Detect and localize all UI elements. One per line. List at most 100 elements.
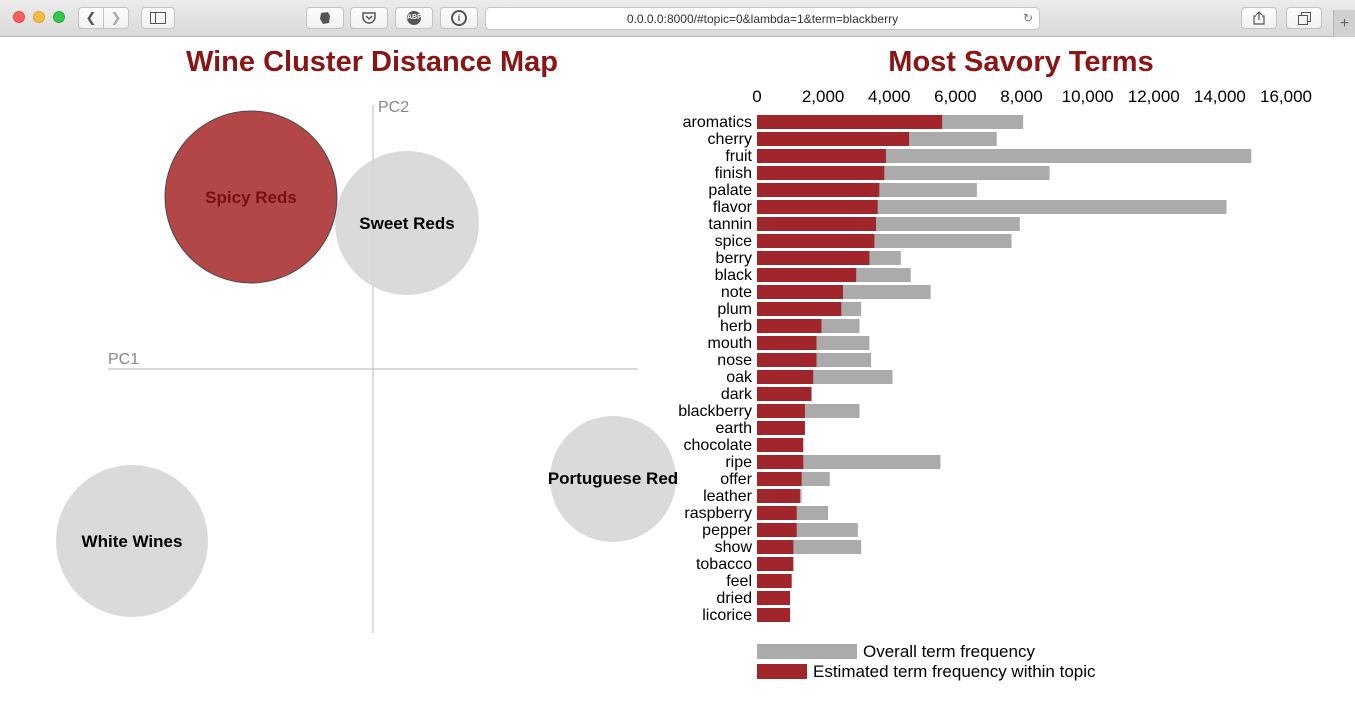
term-label[interactable]: black: [715, 267, 753, 284]
cluster-map-title: Wine Cluster Distance Map: [186, 46, 558, 78]
topic-frequency-bar[interactable]: [757, 200, 878, 214]
term-labels: aromaticscherryfruitfinishpalateflavorta…: [678, 114, 753, 624]
topic-frequency-bar[interactable]: [757, 319, 822, 333]
chevron-left-icon: ❮: [85, 10, 97, 25]
term-label[interactable]: oak: [726, 369, 753, 386]
reload-icon[interactable]: ↻: [1022, 11, 1033, 25]
topic-frequency-bar[interactable]: [757, 506, 797, 520]
cluster-bubble-white-wines[interactable]: White Wines: [56, 465, 208, 617]
cluster-bubble-portuguese-red[interactable]: Portuguese Red: [548, 416, 678, 542]
pocket-button[interactable]: [350, 7, 388, 29]
term-label[interactable]: plum: [717, 301, 752, 318]
topic-frequency-bar[interactable]: [757, 523, 797, 537]
topic-frequency-bar[interactable]: [757, 115, 943, 129]
topic-frequency-bar[interactable]: [757, 183, 880, 197]
term-label[interactable]: pepper: [702, 522, 752, 539]
x-tick-label: 4,000: [868, 87, 911, 106]
topic-frequency-bar[interactable]: [757, 234, 875, 248]
topic-frequency-bar[interactable]: [757, 149, 886, 163]
adblock-icon: ABP: [407, 11, 422, 25]
browser-toolbar: ❮ ❯ ABP i 0.0.0.0:8000/#topic=0&lambda=1…: [0, 0, 1355, 37]
term-label[interactable]: leather: [703, 488, 753, 505]
address-bar[interactable]: 0.0.0.0:8000/#topic=0&lambda=1&term=blac…: [485, 7, 1040, 30]
show-tabs-button[interactable]: [1286, 7, 1322, 29]
term-label[interactable]: mouth: [708, 335, 752, 352]
topic-frequency-bar[interactable]: [757, 404, 805, 418]
close-window-button[interactable]: [13, 11, 25, 23]
term-label[interactable]: palate: [708, 182, 752, 199]
term-label[interactable]: feel: [726, 573, 752, 590]
topic-frequency-bar[interactable]: [757, 302, 842, 316]
topic-frequency-bar[interactable]: [757, 217, 877, 231]
topic-frequency-bar[interactable]: [757, 268, 857, 282]
topic-frequency-bar[interactable]: [757, 489, 800, 503]
zoom-window-button[interactable]: [53, 11, 65, 23]
minimize-window-button[interactable]: [33, 11, 45, 23]
term-label[interactable]: offer: [720, 471, 752, 488]
legend-label-topic: Estimated term frequency within topic: [813, 662, 1096, 681]
evernote-button[interactable]: [306, 7, 344, 29]
cluster-bubble-sweet-reds[interactable]: Sweet Reds: [335, 151, 479, 295]
term-label[interactable]: nose: [717, 352, 752, 369]
term-label[interactable]: tobacco: [696, 556, 752, 573]
sidebar-button[interactable]: [141, 7, 175, 29]
term-label[interactable]: herb: [720, 318, 752, 335]
term-label[interactable]: spice: [715, 233, 752, 250]
topic-frequency-bar[interactable]: [757, 557, 794, 571]
term-label[interactable]: fruit: [725, 148, 752, 165]
term-label[interactable]: chocolate: [684, 437, 753, 454]
topic-frequency-bar[interactable]: [757, 353, 817, 367]
topic-frequency-bar[interactable]: [757, 387, 812, 401]
cluster-circle[interactable]: [550, 416, 676, 542]
topic-frequency-bar[interactable]: [757, 608, 791, 622]
topic-frequency-bar[interactable]: [757, 166, 885, 180]
share-button[interactable]: [1241, 7, 1277, 29]
term-label[interactable]: show: [715, 539, 753, 556]
cluster-bubble-spicy-reds[interactable]: Spicy Reds: [164, 110, 338, 284]
term-label[interactable]: berry: [716, 250, 752, 267]
term-label[interactable]: tannin: [708, 216, 752, 233]
topic-frequency-bar[interactable]: [757, 251, 870, 265]
term-label[interactable]: earth: [716, 420, 752, 437]
cluster-label: Spicy Reds: [205, 188, 297, 207]
cluster-circle[interactable]: [335, 151, 479, 295]
term-label[interactable]: ripe: [725, 454, 752, 471]
cluster-circle[interactable]: [56, 465, 208, 617]
topic-frequency-bar[interactable]: [757, 336, 817, 350]
term-label[interactable]: blackberry: [678, 403, 752, 420]
pc1-axis-label: PC1: [108, 351, 139, 368]
topic-frequency-bar[interactable]: [757, 421, 805, 435]
term-label[interactable]: licorice: [702, 607, 752, 624]
topic-frequency-bar[interactable]: [757, 540, 794, 554]
topic-frequency-bar[interactable]: [757, 132, 910, 146]
pocket-icon: [362, 12, 376, 24]
topic-frequency-bar[interactable]: [757, 472, 802, 486]
term-label[interactable]: finish: [715, 165, 752, 182]
cluster-circle[interactable]: [164, 110, 338, 284]
topic-frequency-bar[interactable]: [757, 370, 814, 384]
topic-frequency-bar[interactable]: [757, 285, 843, 299]
term-label[interactable]: dark: [721, 386, 753, 403]
info-button[interactable]: i: [440, 7, 478, 29]
term-label[interactable]: cherry: [708, 131, 752, 148]
topic-frequency-bar[interactable]: [757, 574, 792, 588]
topic-frequency-bar[interactable]: [757, 455, 804, 469]
term-label[interactable]: flavor: [713, 199, 753, 216]
adblock-button[interactable]: ABP: [395, 7, 433, 29]
topic-frequency-bar[interactable]: [757, 591, 791, 605]
term-label[interactable]: note: [721, 284, 752, 301]
x-tick-label: 0: [752, 87, 761, 106]
term-label[interactable]: raspberry: [684, 505, 752, 522]
plus-icon: +: [1339, 14, 1350, 32]
new-tab-button[interactable]: +: [1333, 10, 1355, 37]
x-tick-label: 12,000: [1128, 87, 1180, 106]
term-label[interactable]: dried: [716, 590, 752, 607]
forward-button[interactable]: ❯: [103, 7, 129, 29]
cluster-label: White Wines: [82, 532, 183, 551]
legend-swatch-topic: [757, 664, 807, 679]
url-text: 0.0.0.0:8000/#topic=0&lambda=1&term=blac…: [626, 11, 899, 26]
pc2-axis-label: PC2: [378, 99, 409, 116]
term-label[interactable]: aromatics: [683, 114, 752, 131]
topic-frequency-bar[interactable]: [757, 438, 804, 452]
